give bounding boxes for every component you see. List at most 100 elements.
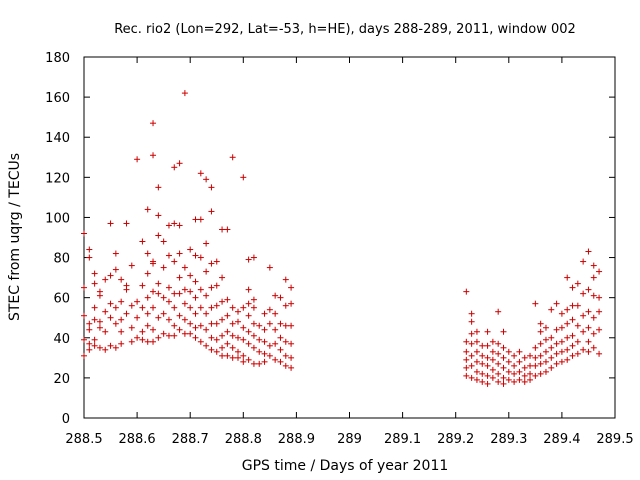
data-point: [112, 344, 119, 351]
data-point: [580, 346, 587, 353]
data-point: [187, 320, 194, 327]
data-point: [489, 348, 496, 355]
data-point: [569, 316, 576, 323]
x-tick-label: 288.7: [172, 432, 209, 447]
data-point: [224, 296, 231, 303]
data-point: [139, 328, 146, 335]
data-point: [81, 352, 87, 359]
data-point: [532, 354, 539, 361]
data-point: [542, 368, 549, 375]
x-tick-label: 288.8: [225, 432, 262, 447]
data-point: [463, 348, 470, 355]
data-point: [272, 340, 279, 347]
data-point: [187, 330, 194, 337]
data-point: [240, 324, 247, 331]
data-point: [96, 324, 103, 331]
data-point: [511, 370, 518, 377]
data-point: [181, 330, 188, 337]
data-point: [81, 284, 87, 291]
data-point: [102, 346, 109, 353]
data-point: [596, 268, 603, 275]
data-point: [224, 226, 231, 233]
data-point: [160, 264, 167, 271]
data-point: [473, 376, 480, 383]
data-point: [208, 320, 215, 327]
data-point: [282, 338, 289, 345]
data-point: [569, 332, 576, 339]
data-point: [521, 364, 528, 371]
data-point: [187, 246, 194, 253]
data-point: [553, 300, 560, 307]
data-point: [585, 248, 592, 255]
data-point: [473, 338, 480, 345]
data-point: [468, 362, 475, 369]
data-point: [282, 362, 289, 369]
data-point: [580, 290, 587, 297]
data-point: [473, 328, 480, 335]
data-point: [564, 334, 571, 341]
data-point: [139, 304, 146, 311]
data-point: [155, 334, 162, 341]
data-point: [288, 284, 295, 291]
data-point: [596, 294, 603, 301]
data-point: [580, 312, 587, 319]
data-point: [144, 250, 151, 257]
data-point: [192, 310, 199, 317]
data-point: [580, 258, 587, 265]
data-point: [229, 344, 236, 351]
data-point: [150, 304, 157, 311]
data-point: [192, 252, 199, 259]
data-point: [81, 336, 87, 343]
data-point: [171, 220, 178, 227]
data-point: [81, 312, 87, 319]
data-point: [495, 350, 502, 357]
data-point: [590, 314, 597, 321]
data-point: [197, 322, 204, 329]
data-point: [537, 328, 544, 335]
data-point: [495, 360, 502, 367]
data-point: [484, 380, 491, 387]
data-point: [86, 346, 93, 353]
data-point: [542, 348, 549, 355]
data-point: [272, 292, 279, 299]
data-point: [516, 368, 523, 375]
data-point: [165, 316, 172, 323]
data-point: [150, 120, 157, 127]
data-point: [484, 362, 491, 369]
data-point: [123, 286, 130, 293]
data-point: [176, 290, 183, 297]
data-point: [505, 376, 512, 383]
data-point: [511, 378, 518, 385]
data-point: [574, 338, 581, 345]
data-point: [266, 320, 273, 327]
data-point: [107, 342, 114, 349]
data-point: [91, 336, 98, 343]
data-point: [208, 208, 215, 215]
data-point: [473, 358, 480, 365]
data-point: [250, 344, 257, 351]
data-point: [256, 348, 263, 355]
data-points: [81, 90, 603, 387]
data-point: [240, 304, 247, 311]
data-point: [144, 322, 151, 329]
data-point: [171, 290, 178, 297]
data-point: [245, 340, 252, 347]
x-tick-label: 288.9: [278, 432, 315, 447]
data-point: [144, 338, 151, 345]
data-point: [585, 324, 592, 331]
data-point: [250, 304, 257, 311]
x-tick-label: 289.5: [596, 432, 633, 447]
data-point: [86, 254, 93, 261]
data-point: [282, 302, 289, 309]
data-point: [527, 376, 534, 383]
data-point: [197, 338, 204, 345]
data-point: [505, 368, 512, 375]
data-point: [165, 332, 172, 339]
data-point: [272, 356, 279, 363]
data-point: [213, 348, 220, 355]
data-point: [532, 300, 539, 307]
data-point: [537, 360, 544, 367]
data-point: [128, 324, 135, 331]
data-point: [234, 318, 241, 325]
data-point: [569, 352, 576, 359]
